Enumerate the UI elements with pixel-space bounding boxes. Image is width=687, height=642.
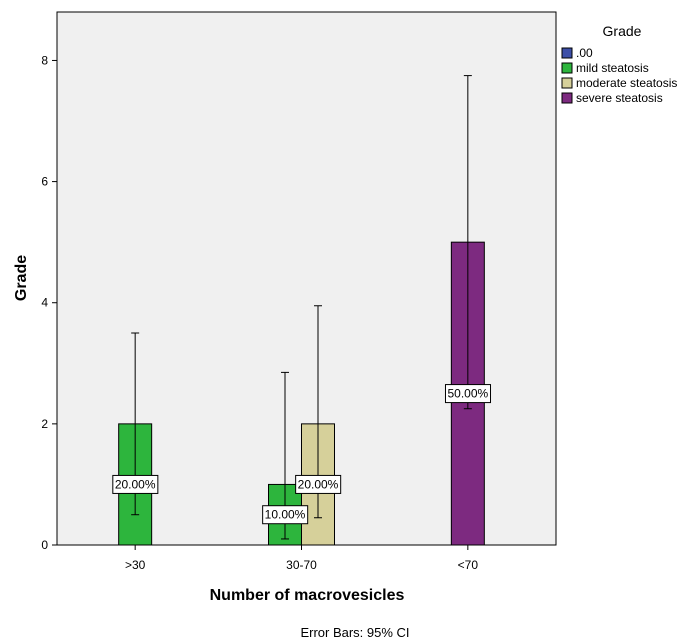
x-axis-title: Number of macrovesicles — [210, 587, 405, 604]
data-label-box — [262, 505, 309, 525]
data-label-text: 50.00% — [447, 387, 488, 401]
y-axis: 0 2 4 6 8 — [41, 53, 57, 552]
legend-label: moderate steatosis — [576, 76, 677, 90]
y-tick-label: 0 — [41, 538, 48, 552]
y-tick-label: 2 — [41, 417, 48, 431]
data-label-text: 20.00% — [115, 477, 156, 491]
data-label: 20.00% — [112, 474, 159, 494]
data-label-text: 20.00% — [298, 477, 339, 491]
y-tick-label: 4 — [41, 296, 48, 310]
x-tick-label: 30-70 — [286, 558, 317, 572]
legend-label: severe steatosis — [576, 91, 663, 105]
x-axis: >30 30-70 <70 — [125, 545, 478, 572]
y-axis-title: Grade — [13, 255, 30, 301]
data-label-text: 10.00% — [265, 508, 306, 522]
legend-label: mild steatosis — [576, 61, 649, 75]
data-label: 10.00% — [262, 505, 309, 525]
y-tick-label: 6 — [41, 175, 48, 189]
legend-swatch — [561, 77, 573, 89]
legend-swatch — [561, 92, 573, 104]
data-label: 20.00% — [295, 474, 342, 494]
data-label-box — [295, 474, 342, 494]
y-tick-label: 8 — [41, 53, 48, 67]
data-label-box — [444, 384, 492, 404]
legend-title: Grade — [603, 23, 642, 39]
x-tick-label: >30 — [125, 558, 146, 572]
data-labels-layer: 20.00% 10.00% 20.00% 50.00% — [112, 384, 492, 525]
data-label: 50.00% — [444, 384, 492, 404]
data-label-box — [112, 474, 159, 494]
legend-swatch — [561, 62, 573, 74]
legend-label: .00 — [576, 46, 593, 60]
x-tick-label: <70 — [458, 558, 479, 572]
error-bars-footnote: Error Bars: 95% CI — [300, 625, 409, 640]
legend-swatch — [561, 47, 573, 59]
